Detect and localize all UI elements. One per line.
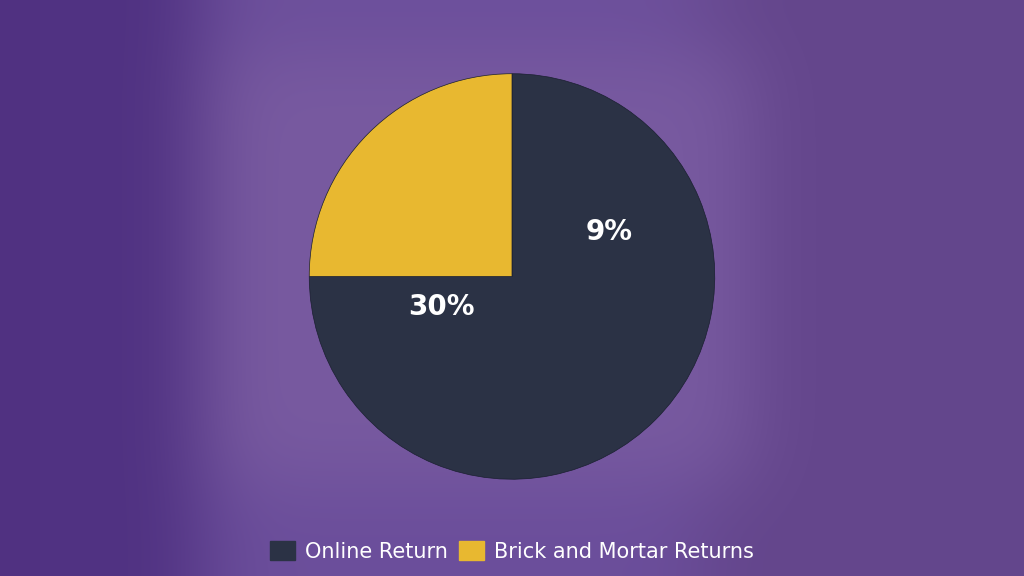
- Text: 30%: 30%: [408, 293, 474, 321]
- Text: 9%: 9%: [586, 218, 633, 246]
- Wedge shape: [309, 74, 512, 276]
- Legend: Online Return, Brick and Mortar Returns: Online Return, Brick and Mortar Returns: [262, 533, 762, 570]
- Wedge shape: [309, 74, 715, 479]
